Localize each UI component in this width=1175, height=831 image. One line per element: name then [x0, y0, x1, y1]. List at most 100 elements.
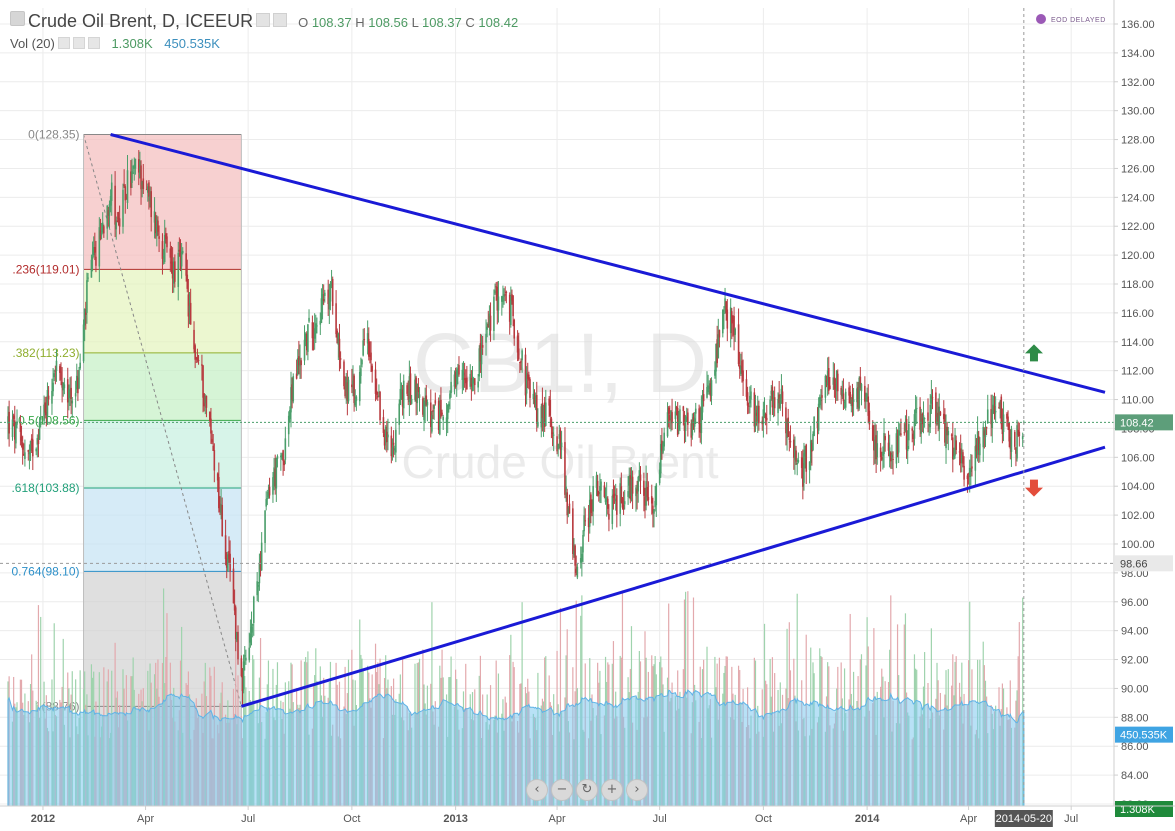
scroll-left-button[interactable]: ‹ [526, 779, 548, 801]
candle-body [701, 397, 704, 413]
candle-body [629, 475, 632, 500]
zoom-in-button[interactable]: + [601, 779, 623, 801]
candle-body [489, 315, 492, 331]
candle-body [94, 247, 96, 253]
candle-body [406, 385, 408, 394]
eod-text: EOD DELAYED [1051, 17, 1106, 24]
level-price-label-text: 98.66 [1120, 558, 1148, 570]
candle-body [386, 431, 388, 443]
candle-body [264, 510, 266, 544]
candle-body [955, 440, 957, 450]
eod-badge[interactable]: EOD DELAYED [1036, 14, 1106, 24]
zoom-out-button[interactable]: − [551, 779, 573, 801]
candle-body [849, 391, 851, 404]
candle-body [628, 475, 631, 486]
last-price-label-bg [1115, 414, 1173, 431]
candle-body [154, 215, 157, 234]
candle-body [802, 463, 804, 487]
candle-body [311, 322, 314, 339]
candle-body [156, 219, 158, 237]
open-label: O [298, 15, 309, 30]
candle-body [166, 236, 168, 248]
candle-body [485, 333, 487, 343]
candle-body [351, 384, 353, 388]
time-tick-label: Oct [755, 813, 772, 825]
fib-band [83, 269, 242, 353]
candle-body [241, 671, 244, 692]
candle-body [327, 289, 329, 305]
candle-body [671, 412, 673, 424]
candle-body [826, 370, 829, 386]
candle-body [880, 456, 883, 460]
candle-body [889, 452, 892, 462]
candle-body [841, 389, 844, 397]
candle-body [272, 477, 274, 495]
candle-body [558, 434, 561, 439]
candle-body [669, 414, 671, 421]
candle-body [27, 450, 30, 452]
candle-body [496, 286, 499, 311]
candle-body [11, 419, 14, 438]
candle-body [998, 406, 1000, 408]
candle-body [473, 378, 476, 386]
candle-body [513, 319, 516, 339]
candle-body [709, 383, 712, 396]
candle-body [793, 439, 795, 458]
candle-body [962, 452, 964, 464]
candle-body [717, 334, 720, 359]
candle-body [440, 399, 442, 417]
candle-body [132, 172, 134, 174]
candle-body [219, 503, 221, 512]
candle-body [374, 369, 377, 394]
down-arrow [1024, 479, 1043, 497]
candle-body [568, 503, 571, 514]
candle-body [883, 433, 885, 455]
candle-body [517, 348, 520, 360]
candle-body [685, 417, 688, 421]
scroll-right-button[interactable]: › [626, 779, 648, 801]
candle-body [429, 402, 432, 428]
candle-body [1007, 416, 1009, 422]
candle-body [22, 453, 25, 456]
candle-body [461, 369, 464, 380]
candle-body [305, 333, 308, 351]
volume-last-label-text: 1.308K [1120, 804, 1156, 816]
candle-body [923, 418, 926, 420]
candle-body [163, 235, 166, 262]
candle-body [415, 377, 417, 402]
candle-body [282, 450, 284, 462]
candle-body [220, 504, 222, 514]
candle-body [375, 390, 378, 395]
candle-body [313, 328, 316, 339]
settings-icon[interactable] [256, 13, 271, 27]
low-label: L [411, 15, 419, 30]
volume-last-label: 1.308K [1115, 801, 1173, 817]
candle-body [982, 426, 985, 448]
candle-body [82, 324, 85, 362]
candle-body [710, 380, 713, 396]
candle-body [228, 550, 230, 560]
candle-body [298, 356, 300, 366]
candle-body [579, 557, 582, 563]
candle-body [581, 553, 583, 562]
symbol-icon[interactable] [10, 11, 25, 26]
close-icon[interactable] [87, 37, 100, 49]
candle-body [667, 407, 670, 414]
candle-body [557, 443, 559, 450]
gear-icon[interactable] [72, 37, 85, 49]
candle-body [716, 339, 718, 364]
candle-body [256, 581, 258, 596]
candle-body [516, 335, 519, 353]
candle-body [249, 633, 252, 643]
candle-body [370, 352, 372, 361]
candle-body [820, 399, 822, 401]
hide-icon[interactable] [273, 13, 288, 27]
candle-body [258, 563, 261, 584]
candle-body [919, 406, 921, 430]
candle-body [209, 412, 211, 422]
reset-button[interactable]: ↻ [576, 779, 598, 801]
eye-icon[interactable] [57, 37, 70, 49]
candle-body [362, 340, 364, 356]
